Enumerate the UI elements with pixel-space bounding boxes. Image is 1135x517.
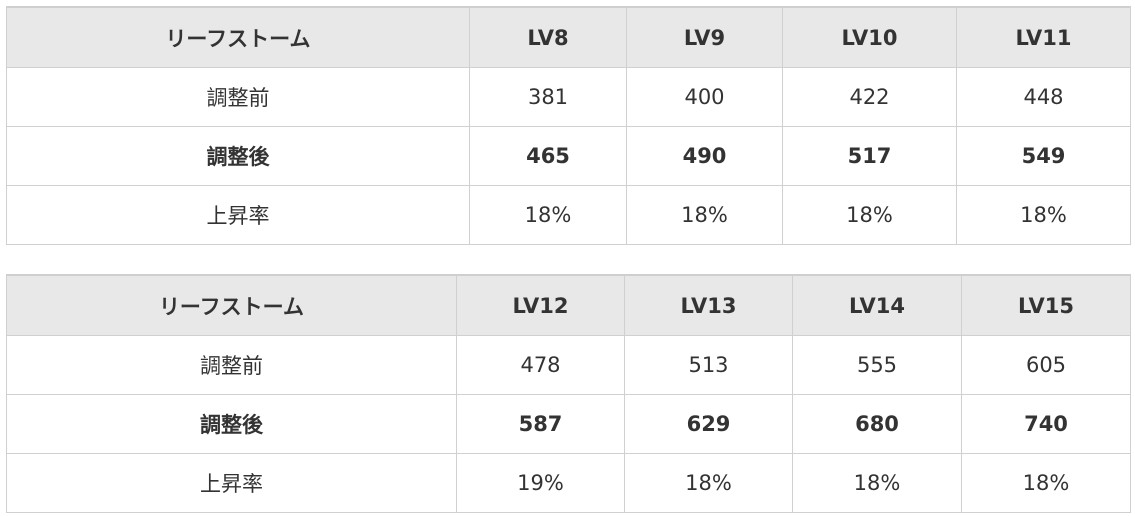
table-row-before: 調整前 381 400 422 448	[6, 67, 1131, 127]
table-row-before: 調整前 478 513 555 605	[6, 335, 1131, 395]
value-cell: 549	[956, 126, 1131, 186]
value-cell: 18%	[626, 185, 783, 245]
table-row-after: 調整後 465 490 517 549	[6, 126, 1131, 186]
value-cell: 18%	[961, 453, 1131, 513]
row-label: 調整前	[6, 67, 470, 127]
value-cell: 490	[626, 126, 783, 186]
value-cell: 555	[792, 335, 962, 395]
header-move-name: リーフストーム	[6, 6, 470, 68]
header-level: LV15	[961, 274, 1131, 336]
header-level: LV14	[792, 274, 962, 336]
row-label: 上昇率	[6, 453, 457, 513]
value-cell: 19%	[456, 453, 625, 513]
value-cell: 18%	[624, 453, 793, 513]
row-label: 調整後	[6, 394, 457, 454]
value-cell: 422	[782, 67, 957, 127]
value-cell: 517	[782, 126, 957, 186]
value-cell: 587	[456, 394, 625, 454]
value-cell: 381	[469, 67, 627, 127]
value-cell: 680	[792, 394, 962, 454]
header-level: LV9	[626, 6, 783, 68]
row-label: 調整後	[6, 126, 470, 186]
table-row-increase: 上昇率 18% 18% 18% 18%	[6, 185, 1131, 245]
header-level: LV12	[456, 274, 625, 336]
table-header-row: リーフストーム LV8 LV9 LV10 LV11	[6, 6, 1131, 68]
header-level: LV13	[624, 274, 793, 336]
value-cell: 629	[624, 394, 793, 454]
header-move-name: リーフストーム	[6, 274, 457, 336]
value-cell: 465	[469, 126, 627, 186]
row-label: 調整前	[6, 335, 457, 395]
table-header-row: リーフストーム LV12 LV13 LV14 LV15	[6, 274, 1131, 336]
table-row-after: 調整後 587 629 680 740	[6, 394, 1131, 454]
value-cell: 513	[624, 335, 793, 395]
table-row-increase: 上昇率 19% 18% 18% 18%	[6, 453, 1131, 513]
row-label: 上昇率	[6, 185, 470, 245]
value-cell: 448	[956, 67, 1131, 127]
value-cell: 740	[961, 394, 1131, 454]
value-cell: 18%	[469, 185, 627, 245]
value-cell: 18%	[792, 453, 962, 513]
value-cell: 605	[961, 335, 1131, 395]
header-level: LV11	[956, 6, 1131, 68]
value-cell: 18%	[956, 185, 1131, 245]
stats-table-lv8-11: リーフストーム LV8 LV9 LV10 LV11 調整前 381 400 42…	[6, 6, 1131, 245]
header-level: LV8	[469, 6, 627, 68]
value-cell: 478	[456, 335, 625, 395]
value-cell: 18%	[782, 185, 957, 245]
stats-table-lv12-15: リーフストーム LV12 LV13 LV14 LV15 調整前 478 513 …	[6, 274, 1131, 513]
header-level: LV10	[782, 6, 957, 68]
value-cell: 400	[626, 67, 783, 127]
